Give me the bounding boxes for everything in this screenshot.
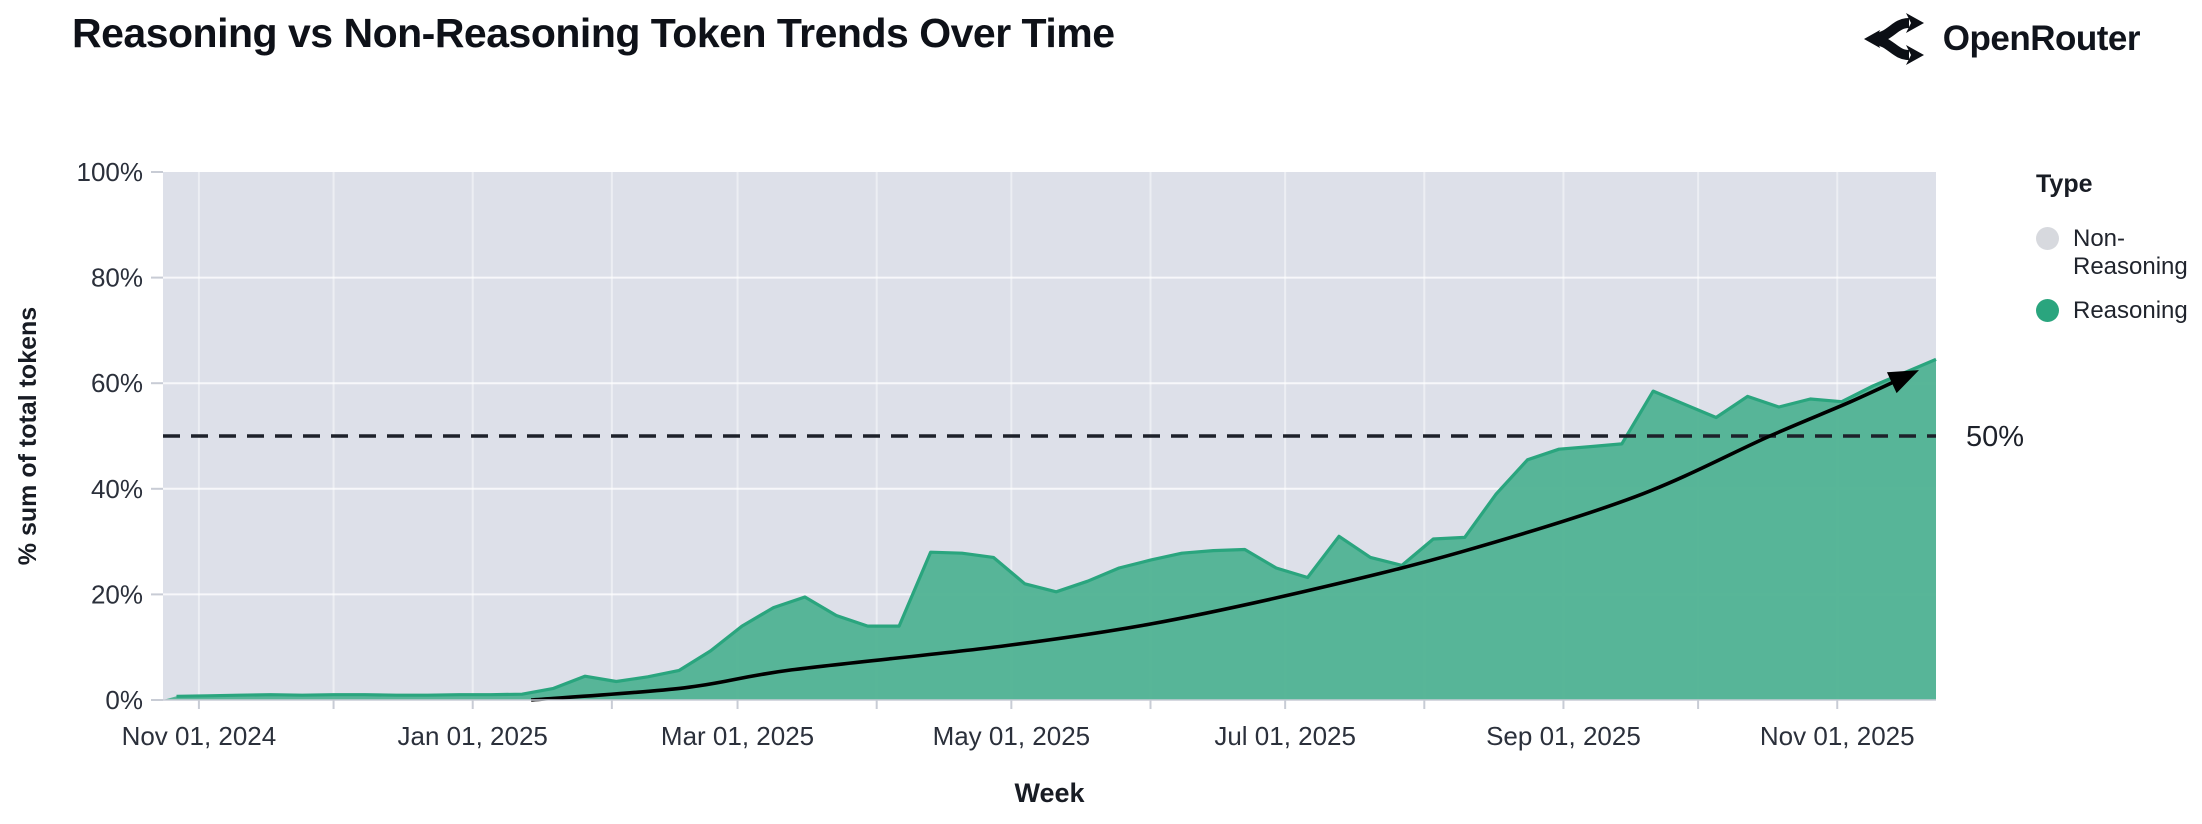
y-tick-label: 40%	[91, 474, 143, 504]
legend-dot	[2036, 227, 2059, 250]
x-tick-label: Jul 01, 2025	[1214, 721, 1356, 751]
legend-dot	[2036, 299, 2059, 322]
page-title: Reasoning vs Non-Reasoning Token Trends …	[72, 10, 1115, 56]
x-tick-label: May 01, 2025	[933, 721, 1091, 751]
x-tick-label: Nov 01, 2024	[122, 721, 277, 751]
y-tick-label: 60%	[91, 368, 143, 398]
openrouter-logo-icon	[1863, 13, 1924, 65]
x-tick-label: Jan 01, 2025	[398, 721, 548, 751]
legend: Type Non-Reasoning Reasoning	[2036, 170, 2196, 341]
page-header: Reasoning vs Non-Reasoning Token Trends …	[0, 0, 2202, 90]
legend-item-reasoning[interactable]: Reasoning	[2036, 297, 2196, 325]
x-tick-label: Nov 01, 2025	[1760, 721, 1915, 751]
y-tick-label: 80%	[91, 263, 143, 293]
reasoning-area	[163, 359, 1936, 700]
legend-item-label: Reasoning	[2073, 297, 2188, 324]
trend-curve	[530, 370, 1915, 702]
y-tick-label: 100%	[77, 157, 144, 187]
legend-title: Type	[2036, 170, 2093, 198]
x-axis-title: Week	[1014, 778, 1085, 808]
x-tick-label: Mar 01, 2025	[661, 721, 814, 751]
brand: OpenRouter	[1863, 10, 2141, 68]
legend-items: Non-Reasoning Reasoning	[2036, 225, 2196, 341]
legend-item-label: Non-Reasoning	[2073, 225, 2188, 280]
legend-item-non-reasoning[interactable]: Non-Reasoning	[2036, 225, 2196, 281]
trend-arrowhead	[1886, 370, 1920, 394]
brand-name: OpenRouter	[1942, 19, 2141, 58]
reasoning-line	[176, 357, 1937, 698]
y-tick-label: 20%	[91, 579, 143, 609]
y-axis-title: % sum of total tokens	[14, 307, 42, 565]
x-tick-label: Sep 01, 2025	[1486, 721, 1641, 751]
y-tick-label: 0%	[105, 685, 143, 715]
fifty-percent-label: 50%	[1966, 421, 2024, 453]
